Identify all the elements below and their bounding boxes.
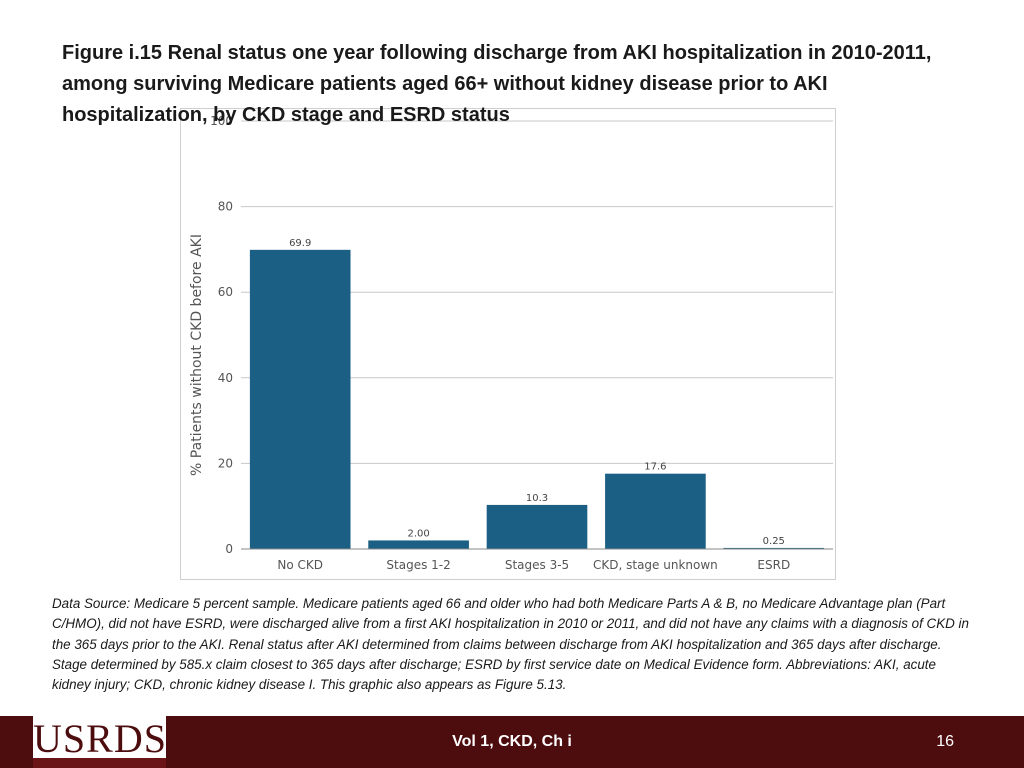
y-tick-label: 40 (218, 371, 233, 385)
x-category-label: Stages 1-2 (386, 558, 450, 572)
bar-value-label: 0.25 (763, 536, 785, 547)
y-axis-label: % Patients without CKD before AKI (189, 234, 205, 476)
bar (723, 547, 825, 549)
bar-chart: 0 20 40 60 80 100 69.9 No CKD 2.00 Stages 1-2 10.3… (189, 114, 833, 572)
bar (368, 540, 469, 549)
y-tick-label: 0 (225, 542, 233, 556)
x-category-label: ESRD (757, 558, 790, 572)
page-number: 16 (936, 733, 954, 750)
footer-bar (0, 716, 1024, 768)
data-source-footnote: Data Source: Medicare 5 percent sample. … (52, 596, 969, 693)
footer-volume-label: Vol 1, CKD, Ch i (452, 733, 572, 750)
y-tick-label: 100 (210, 114, 233, 128)
y-tick-label: 20 (218, 456, 233, 470)
bar-value-label: 17.6 (644, 462, 666, 473)
bar-value-label: 2.00 (407, 528, 429, 539)
slide-title: Figure i.15 Renal status one year follow… (62, 42, 932, 126)
bar-value-label: 10.3 (526, 493, 548, 504)
bar (249, 249, 351, 549)
bar-chart-frame: 0 20 40 60 80 100 69.9 No CKD 2.00 Stages 1-2 10.3… (180, 108, 836, 580)
y-tick-label: 60 (218, 285, 233, 299)
usrds-logo-text: USRDS (33, 716, 167, 761)
bar-value-label: 69.9 (289, 238, 311, 249)
x-category-label: No CKD (277, 558, 323, 572)
usrds-logo-subtext-band (33, 758, 166, 768)
x-category-label: CKD, stage unknown (593, 558, 718, 572)
x-category-label: Stages 3-5 (505, 558, 569, 572)
y-tick-label: 80 (218, 200, 233, 214)
bar (486, 504, 588, 549)
usrds-logo: USRDS (33, 716, 166, 768)
bar (605, 473, 706, 549)
